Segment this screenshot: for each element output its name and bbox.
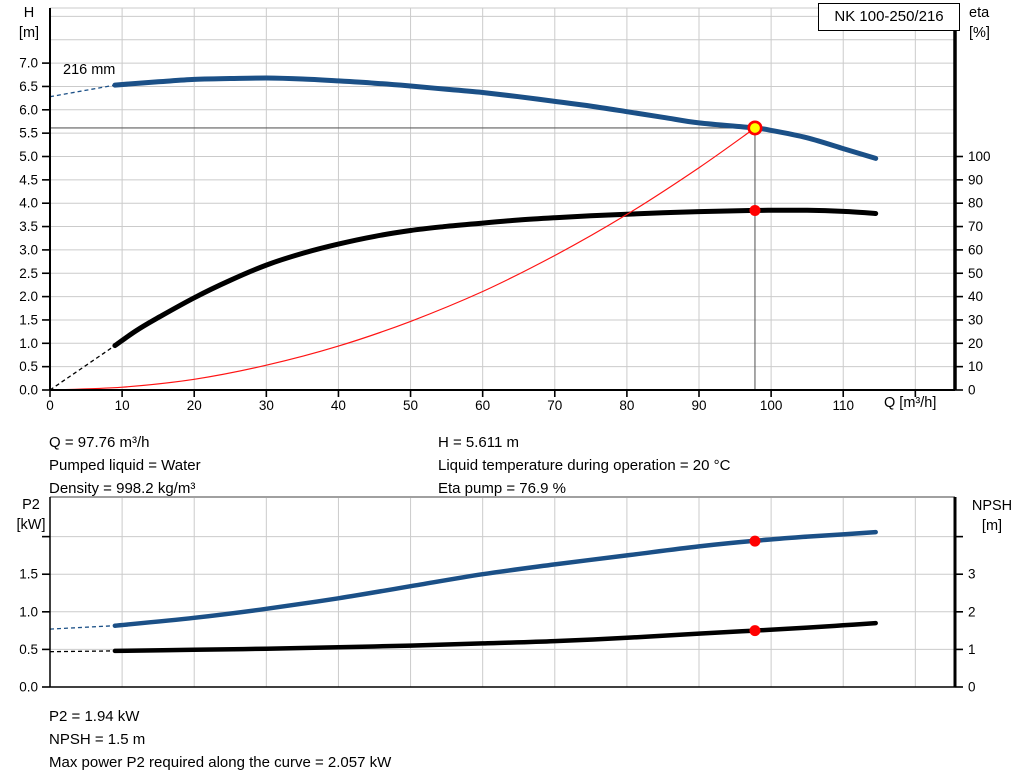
h-axis-title-line2: [m] bbox=[18, 25, 40, 41]
npsh-axis-title-line2: [m] bbox=[981, 518, 1003, 534]
left-tick-label: 1.5 bbox=[19, 567, 38, 582]
left-tick-label: 7.0 bbox=[19, 56, 38, 71]
x-tick-label: 50 bbox=[403, 398, 418, 413]
x-tick-label: 10 bbox=[115, 398, 130, 413]
left-tick-label: 4.0 bbox=[19, 196, 38, 211]
npsh-result-text: NPSH = 1.5 m bbox=[49, 731, 146, 748]
npsh-point-marker bbox=[749, 625, 761, 637]
eta-curve bbox=[112, 207, 879, 349]
eta-axis-title: eta [%] bbox=[969, 3, 990, 43]
density-text: Density = 998.2 kg/m³ bbox=[49, 480, 196, 497]
left-tick-label: 1.5 bbox=[19, 312, 38, 327]
p2-curve bbox=[112, 529, 878, 628]
right-tick-label: 2 bbox=[968, 604, 976, 619]
left-tick-label: 4.5 bbox=[19, 172, 38, 187]
npsh-curve-dashed-lead bbox=[49, 650, 115, 653]
eta-point-marker bbox=[749, 204, 761, 216]
left-tick-label: 3.0 bbox=[19, 242, 38, 257]
qh-curve-216mm bbox=[112, 75, 879, 161]
right-tick-label: 100 bbox=[968, 149, 991, 164]
p2-axis-title-line2: [kW] bbox=[16, 517, 46, 533]
duty-q-text: Q = 97.76 m³/h bbox=[49, 434, 150, 451]
x-tick-label: 20 bbox=[187, 398, 202, 413]
right-tick-label: 30 bbox=[968, 312, 983, 327]
left-tick-label: 0.5 bbox=[19, 642, 38, 657]
right-tick-label: 40 bbox=[968, 289, 983, 304]
right-tick-label: 1 bbox=[968, 642, 976, 657]
x-tick-label: 30 bbox=[259, 398, 274, 413]
duty-h-text: H = 5.611 m bbox=[438, 434, 520, 451]
p2-point-marker bbox=[749, 535, 761, 547]
right-tick-label: 20 bbox=[968, 336, 983, 351]
left-tick-label: 0.5 bbox=[19, 359, 38, 374]
eta-curve-dashed-lead bbox=[49, 345, 116, 391]
x-tick-label: 100 bbox=[760, 398, 783, 413]
p2-axis-title-line1: P2 bbox=[22, 497, 40, 513]
npsh-curve bbox=[112, 620, 878, 654]
right-tick-label: 60 bbox=[968, 242, 983, 257]
right-tick-label: 10 bbox=[968, 359, 983, 374]
result-info: P2 = 1.94 kW NPSH = 1.5 m Max power P2 r… bbox=[49, 705, 391, 774]
left-tick-label: 1.0 bbox=[19, 604, 38, 619]
x-tick-label: 80 bbox=[619, 398, 634, 413]
right-tick-label: 90 bbox=[968, 172, 983, 187]
eta-axis-title-line2: [%] bbox=[969, 25, 990, 41]
right-tick-label: 0 bbox=[968, 680, 976, 695]
p2-curve-dashed-lead bbox=[49, 625, 115, 630]
left-tick-label: 6.0 bbox=[19, 102, 38, 117]
p2-axis-title: P2 [kW] bbox=[6, 495, 56, 535]
left-tick-label: 0.0 bbox=[19, 680, 38, 695]
npsh-axis-title: NPSH [m] bbox=[962, 496, 1022, 536]
right-tick-label: 70 bbox=[968, 219, 983, 234]
left-tick-label: 5.0 bbox=[19, 149, 38, 164]
x-tick-label: 90 bbox=[691, 398, 706, 413]
left-tick-label: 2.5 bbox=[19, 266, 38, 281]
right-tick-label: 0 bbox=[968, 383, 976, 398]
left-tick-label: 1.0 bbox=[19, 336, 38, 351]
right-tick-label: 80 bbox=[968, 196, 983, 211]
npsh-axis-title-line1: NPSH bbox=[971, 498, 1013, 514]
impeller-diameter-label: 216 mm bbox=[63, 62, 116, 78]
max-power-text: Max power P2 required along the curve = … bbox=[49, 754, 392, 771]
right-tick-label: 3 bbox=[968, 567, 976, 582]
eta-pump-text: Eta pump = 76.9 % bbox=[438, 480, 566, 497]
pumped-liquid-text: Pumped liquid = Water bbox=[49, 457, 201, 474]
liquid-temperature-text: Liquid temperature during operation = 20… bbox=[438, 457, 731, 474]
q-axis-title: Q [m³/h] bbox=[884, 395, 937, 411]
eta-axis-title-line1: eta bbox=[969, 5, 990, 21]
pump-type-box: NK 100-250/216 bbox=[818, 3, 960, 31]
duty-info-left: Q = 97.76 m³/h Pumped liquid = Water Den… bbox=[49, 431, 201, 500]
x-tick-label: 60 bbox=[475, 398, 490, 413]
system-curve bbox=[49, 127, 756, 391]
left-tick-label: 3.5 bbox=[19, 219, 38, 234]
left-tick-label: 5.5 bbox=[19, 126, 38, 141]
x-tick-label: 40 bbox=[331, 398, 346, 413]
duty-point-marker[interactable] bbox=[747, 120, 763, 136]
qh-curve-216mm-dashed-lead bbox=[49, 84, 116, 98]
x-tick-label: 70 bbox=[547, 398, 562, 413]
x-tick-label: 110 bbox=[832, 398, 854, 413]
duty-info-right: H = 5.611 m Liquid temperature during op… bbox=[438, 431, 730, 500]
right-tick-label: 50 bbox=[968, 266, 983, 281]
h-axis-title: H [m] bbox=[8, 3, 50, 43]
left-tick-label: 0.0 bbox=[19, 383, 38, 398]
left-tick-label: 2.0 bbox=[19, 289, 38, 304]
left-tick-label: 6.5 bbox=[19, 79, 38, 94]
p2-result-text: P2 = 1.94 kW bbox=[49, 708, 140, 725]
h-axis-title-line1: H bbox=[23, 5, 35, 21]
x-tick-label: 0 bbox=[46, 398, 54, 413]
